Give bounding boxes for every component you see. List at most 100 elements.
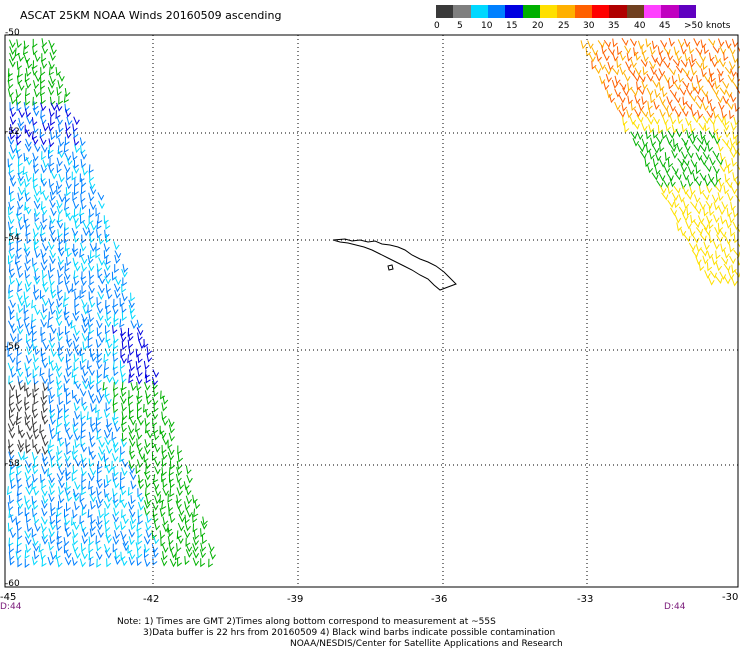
wind-barb: [72, 165, 80, 174]
wind-barb: [176, 487, 183, 497]
wind-barb: [697, 81, 704, 91]
wind-barb: [192, 523, 198, 533]
wind-barb: [17, 283, 23, 293]
wind-barb: [64, 122, 71, 132]
wind-barb: [17, 192, 24, 202]
wind-barb: [718, 178, 725, 188]
wind-barb: [681, 108, 689, 118]
wind-barb: [18, 82, 25, 92]
wind-barb: [50, 170, 58, 180]
wind-barb: [152, 549, 159, 559]
wind-barb: [710, 73, 716, 83]
wind-barb: [168, 418, 175, 428]
wind-barb: [48, 409, 56, 419]
wind-barb: [98, 235, 105, 245]
wind-barb: [64, 242, 70, 252]
wind-barb: [55, 311, 62, 321]
wind-barb: [638, 74, 646, 83]
wind-barb: [693, 144, 701, 153]
wind-barb: [42, 404, 48, 414]
wind-barb: [81, 402, 88, 412]
wind-barb: [702, 115, 710, 125]
wind-barb: [641, 138, 649, 148]
wind-barb: [32, 165, 39, 175]
wind-barb: [95, 249, 101, 259]
wind-barb: [699, 144, 707, 153]
wind-barb: [120, 355, 127, 364]
wind-barb: [114, 254, 121, 264]
wind-barb: [599, 61, 606, 71]
wind-barb: [47, 150, 53, 160]
wind-barb: [79, 558, 86, 568]
wind-barb: [16, 234, 22, 244]
wind-barb: [65, 368, 72, 378]
wind-barb: [669, 116, 677, 125]
wind-barb: [112, 514, 119, 523]
wind-barb: [57, 501, 63, 511]
wind-barb: [666, 173, 674, 182]
wind-barb: [87, 472, 95, 482]
wind-barb: [48, 355, 54, 365]
wind-barb: [104, 507, 110, 517]
wind-barb: [16, 355, 22, 365]
wind-barb: [40, 115, 47, 125]
wind-barb: [87, 262, 95, 272]
wind-barb: [96, 558, 102, 568]
wind-barb: [121, 459, 129, 468]
wind-barb: [686, 129, 693, 139]
wind-barb: [72, 424, 79, 434]
wind-barb: [612, 67, 620, 76]
wind-barb: [730, 122, 737, 132]
wind-barb: [10, 324, 17, 334]
wind-barb: [33, 550, 40, 560]
wind-barb: [25, 422, 33, 432]
wind-barb: [65, 108, 72, 118]
wind-barb: [55, 362, 62, 372]
wind-barb: [120, 333, 127, 343]
wind-barb: [143, 536, 151, 545]
wind-barb: [668, 67, 676, 76]
wind-barb: [34, 222, 41, 231]
wind-barb: [208, 558, 214, 568]
wind-barb: [627, 95, 633, 105]
wind-barb: [17, 177, 24, 187]
wind-barb: [89, 395, 97, 404]
wind-barb: [24, 550, 30, 560]
wind-barb: [641, 96, 648, 106]
wind-barb: [7, 206, 14, 216]
wind-barb: [31, 409, 39, 419]
wind-barb: [49, 52, 56, 62]
wind-barb: [683, 234, 691, 242]
wind-barb: [24, 87, 31, 97]
wind-barb: [685, 117, 692, 127]
wind-barb: [168, 432, 175, 442]
wind-barb: [56, 102, 63, 112]
wind-barb: [16, 466, 22, 476]
wind-barb: [56, 180, 63, 190]
wind-barb: [57, 256, 64, 266]
wind-barb: [64, 522, 70, 532]
wind-barb: [9, 102, 15, 112]
wind-barb: [121, 311, 127, 321]
wind-barb: [707, 173, 715, 183]
wind-barb: [42, 214, 48, 224]
wind-barb: [654, 152, 662, 162]
wind-barb: [618, 94, 626, 104]
wind-barb: [8, 451, 15, 461]
wind-barb: [605, 73, 612, 83]
wind-barb: [25, 278, 32, 288]
wind-barb: [58, 327, 64, 337]
wind-barb: [153, 431, 160, 441]
wind-barb: [47, 122, 54, 132]
wind-barb: [65, 481, 72, 491]
wind-barb: [71, 283, 77, 293]
wind-barb: [24, 201, 30, 211]
wind-barb: [9, 130, 15, 140]
wind-barb: [16, 368, 24, 378]
wind-barb: [17, 172, 24, 182]
wind-barb: [695, 101, 703, 110]
wind-barb: [72, 445, 79, 455]
wind-barb: [730, 201, 736, 211]
wind-barb: [673, 199, 680, 209]
wind-barb: [63, 453, 71, 462]
